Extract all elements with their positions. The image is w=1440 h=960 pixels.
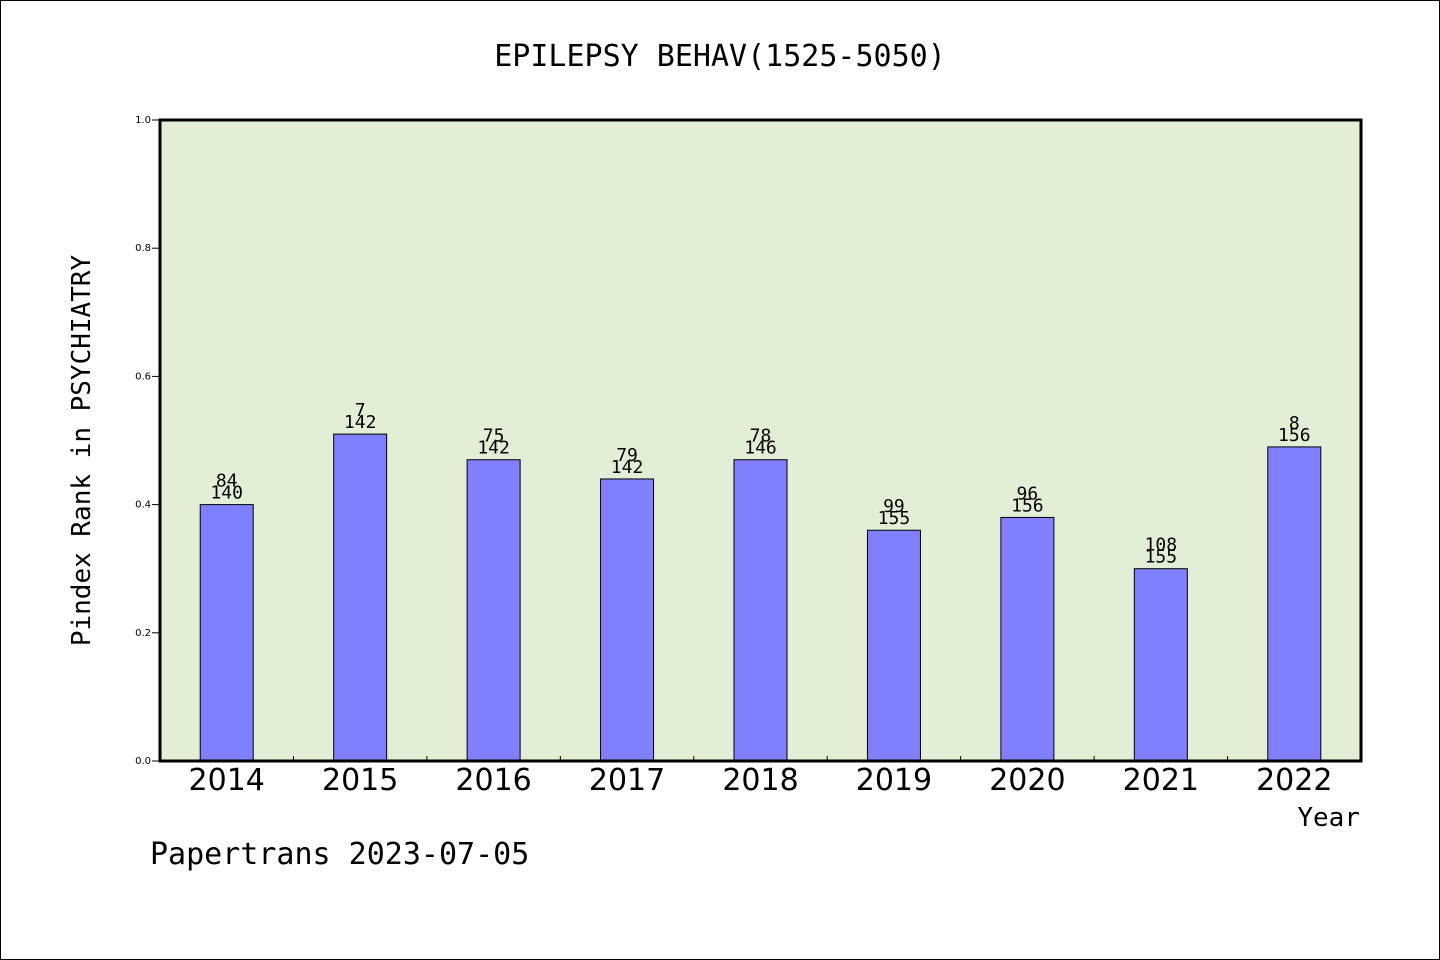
x-axis-label: Year bbox=[1297, 803, 1360, 833]
bar bbox=[199, 504, 254, 762]
bar-rank-label: 84 bbox=[216, 471, 238, 492]
bar-rank-label: 108 bbox=[1145, 535, 1178, 556]
x-tick-label: 2016 bbox=[455, 763, 531, 798]
bar-total-label: 142 bbox=[611, 457, 644, 478]
bar-rank-label: 7 bbox=[355, 400, 366, 421]
bar bbox=[733, 459, 788, 762]
footer-credit: Papertrans 2023-07-05 bbox=[150, 837, 529, 872]
bar-rank-label: 79 bbox=[616, 445, 638, 466]
bar-total-label: 155 bbox=[1145, 547, 1178, 568]
bar bbox=[1000, 516, 1055, 762]
y-tick-label: 0.8 bbox=[135, 243, 151, 254]
y-tick-label: 1.0 bbox=[135, 115, 151, 126]
y-tick-label: 0.6 bbox=[135, 371, 151, 382]
y-axis-ticks: 0.0 0.2 0.4 0.6 0.8 1.0 bbox=[135, 115, 160, 767]
x-axis-ticks: 2014 2015 2016 2017 2018 2019 2020 2021 2022 bbox=[189, 756, 1332, 798]
x-tick-label: 2018 bbox=[722, 763, 798, 798]
bars-group bbox=[199, 433, 1322, 762]
bar bbox=[333, 433, 388, 762]
bar-total-label: 155 bbox=[878, 508, 911, 529]
x-tick-label: 2017 bbox=[589, 763, 665, 798]
bar-rank-label: 99 bbox=[883, 496, 905, 517]
x-tick-label: 2020 bbox=[989, 763, 1065, 798]
bar-rank-label: 96 bbox=[1017, 483, 1039, 504]
x-tick-label: 2014 bbox=[189, 763, 265, 798]
y-tick-label: 0.0 bbox=[135, 756, 151, 767]
x-tick-label: 2015 bbox=[322, 763, 398, 798]
bar-rank-label: 78 bbox=[750, 426, 772, 447]
plot-border bbox=[158, 118, 1363, 763]
bar bbox=[466, 459, 521, 762]
chart-title: EPILEPSY BEHAV(1525-5050) bbox=[494, 39, 946, 74]
x-tick-label: 2022 bbox=[1256, 763, 1332, 798]
bar bbox=[866, 529, 921, 762]
bar-total-label: 142 bbox=[477, 438, 510, 459]
y-tick-label: 0.2 bbox=[135, 628, 151, 639]
bar bbox=[1267, 446, 1322, 762]
bar-total-label: 156 bbox=[1011, 495, 1044, 516]
y-tick-label: 0.4 bbox=[135, 500, 151, 511]
bar bbox=[1133, 568, 1188, 762]
bar bbox=[600, 478, 655, 762]
bar-total-label: 142 bbox=[344, 412, 377, 433]
x-tick-label: 2019 bbox=[856, 763, 932, 798]
bar-total-label: 146 bbox=[744, 438, 777, 459]
bar-rank-label: 75 bbox=[483, 426, 505, 447]
x-tick-label: 2021 bbox=[1123, 763, 1199, 798]
bar-rank-label: 8 bbox=[1289, 413, 1300, 434]
bar-total-label: 140 bbox=[210, 483, 243, 504]
y-axis-label: Pindex Rank in PSYCHIATRY bbox=[67, 254, 97, 646]
bar-total-label: 156 bbox=[1278, 425, 1311, 446]
